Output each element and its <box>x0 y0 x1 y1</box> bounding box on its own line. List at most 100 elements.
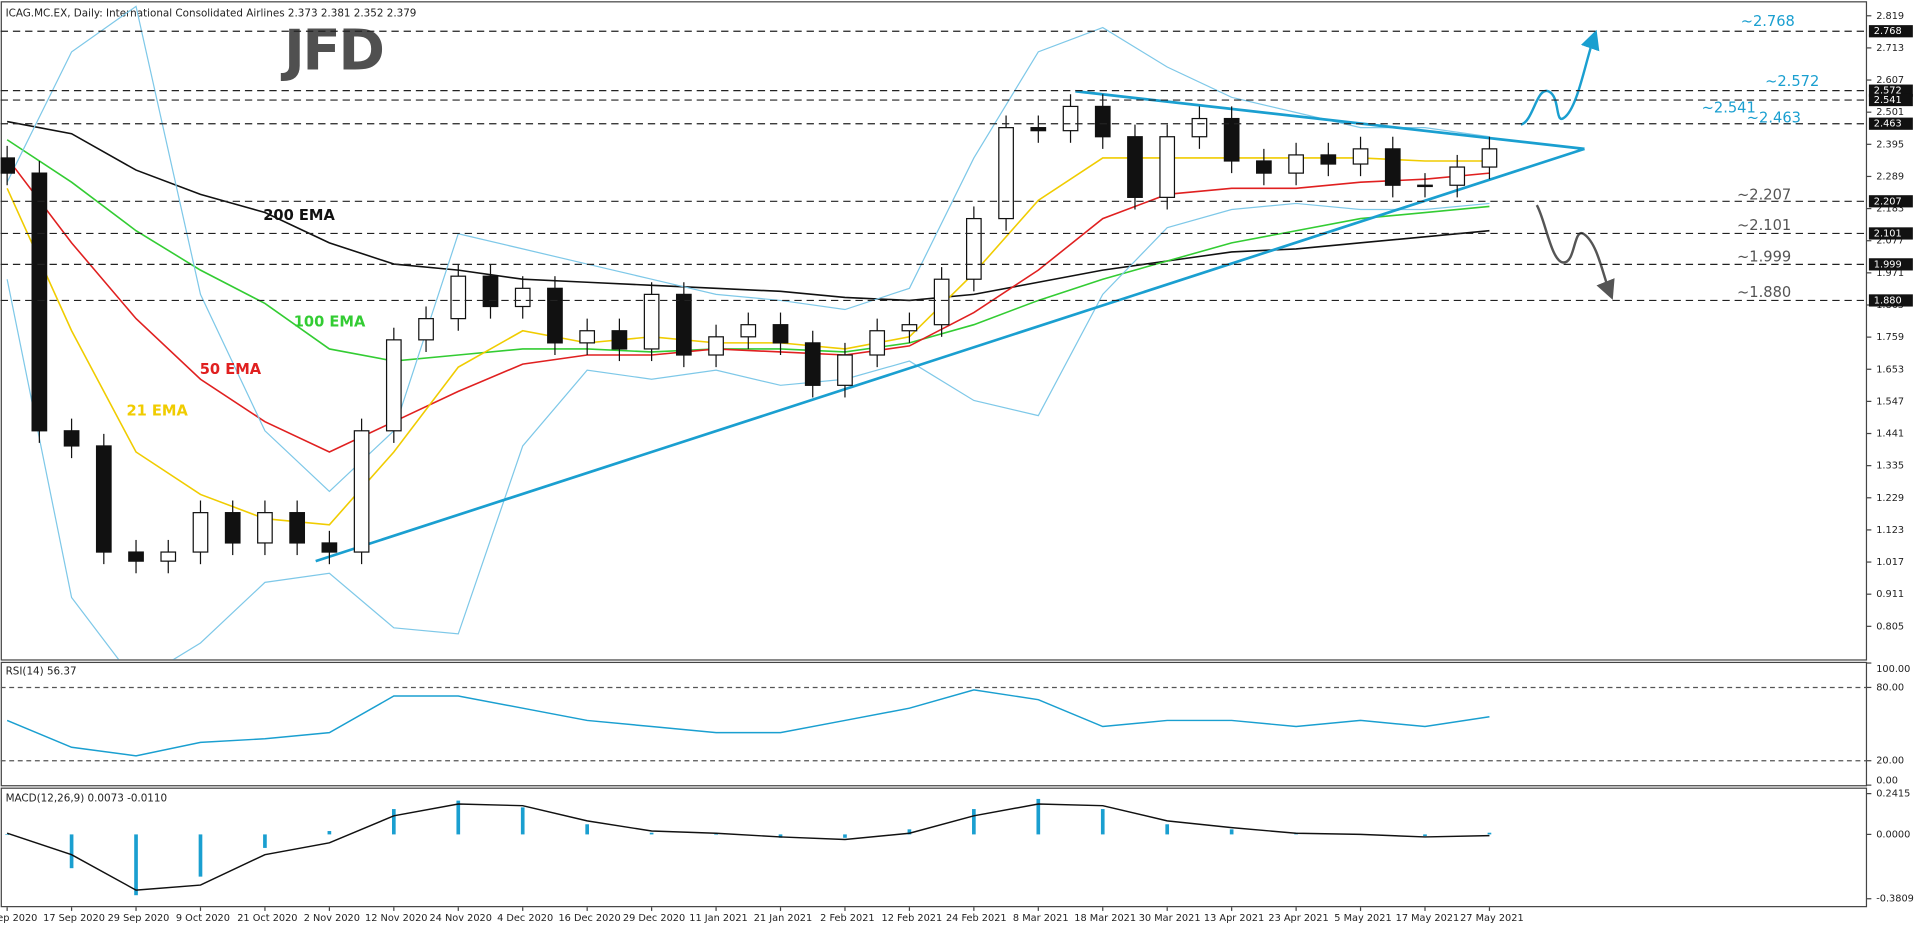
x-tick-label: 7 Sep 2020 <box>0 913 37 924</box>
candle-body <box>547 287 563 344</box>
y-tick-label: 1.123 <box>1876 525 1904 536</box>
candle-body <box>353 430 370 553</box>
y-tick-label: 2.713 <box>1876 43 1904 54</box>
macd-title: MACD(12,26,9) 0.0073 -0.0110 <box>6 793 167 805</box>
y-tick-label: 2.289 <box>1876 171 1904 182</box>
candle-body <box>192 512 209 553</box>
y-tick-label: 2.183 <box>1876 204 1904 215</box>
x-tick-label: 21 Oct 2020 <box>237 913 297 924</box>
y-tick-label: 0.0000 <box>1876 829 1910 840</box>
x-tick-label: 18 Mar 2021 <box>1074 913 1136 924</box>
macd-bar <box>456 800 461 835</box>
rsi-title: RSI(14) 56.37 <box>6 666 77 678</box>
y-tick-label: 80.00 <box>1876 682 1904 693</box>
candle-body <box>579 330 596 344</box>
x-tick-label: 16 Dec 2020 <box>558 913 620 924</box>
ema-label: 100 EMA <box>294 313 366 330</box>
x-tick-label: 23 Apr 2021 <box>1268 913 1328 924</box>
macd-plot <box>5 798 1492 896</box>
x-tick-label: 17 Sep 2020 <box>43 913 105 924</box>
candle-body <box>1320 154 1337 165</box>
logo: JFD <box>280 18 383 83</box>
candle-body <box>933 278 950 326</box>
level-box <box>1868 294 1913 307</box>
level-box <box>1868 258 1913 271</box>
macd-bar <box>649 832 654 835</box>
price-panel-frame <box>0 1 1868 661</box>
bullish-scenario-arrow <box>1520 29 1600 126</box>
candle-body <box>63 430 80 447</box>
y-tick-label: 20.00 <box>1876 756 1904 767</box>
trendline <box>315 147 1585 563</box>
candle-body <box>965 217 982 280</box>
level-annotation: ~1.999 <box>1737 249 1791 266</box>
level-annotation: ~2.207 <box>1737 186 1791 203</box>
macd-bar <box>198 834 203 877</box>
ema-line <box>6 157 1490 453</box>
candle-body <box>1481 148 1498 168</box>
candle-body <box>514 287 531 308</box>
x-tick-label: 12 Nov 2020 <box>365 913 427 924</box>
candle-body <box>611 330 628 350</box>
trendline <box>1075 89 1585 151</box>
candle-body <box>998 127 1014 220</box>
candle-body <box>418 318 434 341</box>
macd-bar <box>1229 829 1234 835</box>
y-tick-label: 2.077 <box>1876 236 1904 247</box>
level-annotation: ~2.572 <box>1765 73 1819 90</box>
macd-bar <box>714 834 718 836</box>
macd-bar <box>843 834 847 838</box>
macd-bar <box>1100 809 1105 835</box>
x-tick-label: 5 May 2021 <box>1334 913 1391 924</box>
y-tick-label: 1.547 <box>1876 396 1904 407</box>
candle-body <box>95 445 112 553</box>
y-tick-label: 1.441 <box>1876 429 1904 440</box>
x-tick-label: 27 May 2021 <box>1460 913 1524 924</box>
x-tick-label: 9 Oct 2020 <box>176 913 230 924</box>
x-tick-label: 24 Feb 2021 <box>946 913 1007 924</box>
candle-body <box>643 293 660 350</box>
candle-body <box>901 324 918 332</box>
candle-body <box>321 542 338 553</box>
candle-body <box>1159 136 1176 198</box>
candle-body <box>804 342 821 386</box>
level-label: 2.207 <box>1874 196 1902 207</box>
x-tick-label: 4 Dec 2020 <box>497 913 553 924</box>
candle-body <box>772 324 789 344</box>
candle-body <box>482 275 499 308</box>
candle-body <box>869 330 886 356</box>
y-tick-label: 1.971 <box>1876 268 1904 279</box>
price-plot <box>0 5 1585 660</box>
level-annotation: ~2.768 <box>1741 13 1795 30</box>
candle-body <box>1223 117 1240 162</box>
macd-bar <box>972 809 976 835</box>
level-label: 2.541 <box>1874 95 1902 106</box>
candle-body <box>1384 148 1401 186</box>
x-tick-label: 13 Apr 2021 <box>1204 913 1264 924</box>
macd-bar <box>778 834 783 838</box>
level-label: 2.463 <box>1874 119 1902 130</box>
y-tick-label: -0.3809 <box>1876 894 1914 905</box>
bollinger-band <box>6 202 1490 660</box>
level-label: 1.999 <box>1874 259 1902 270</box>
x-tick-label: 17 May 2021 <box>1396 913 1460 924</box>
x-tick-label: 12 Feb 2021 <box>882 913 943 924</box>
macd-bar <box>1423 834 1427 837</box>
candle-body <box>385 339 402 432</box>
x-tick-label: 2 Feb 2021 <box>820 913 874 924</box>
candle-body <box>1127 136 1143 198</box>
y-tick-label: 0.00 <box>1876 775 1898 786</box>
candle-body <box>1030 127 1047 132</box>
level-box <box>1868 227 1913 240</box>
candle-body <box>1191 117 1208 138</box>
y-tick-label: 1.017 <box>1876 557 1904 568</box>
bearish-scenario-arrow <box>1535 204 1615 300</box>
macd-bar <box>1036 798 1041 835</box>
candle-body <box>837 354 853 386</box>
macd-bar <box>5 834 9 836</box>
x-tick-label: 2 Nov 2020 <box>304 913 360 924</box>
candle-body <box>708 336 724 356</box>
macd-bar <box>263 834 267 848</box>
x-tick-label: 8 Mar 2021 <box>1013 913 1069 924</box>
level-box <box>1868 195 1913 208</box>
